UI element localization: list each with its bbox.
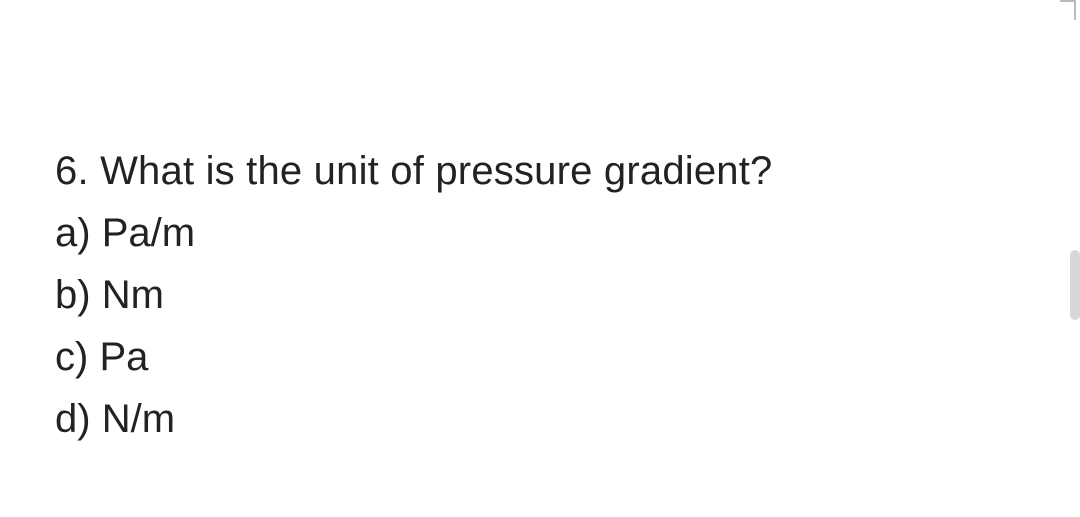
option-label: a)	[55, 211, 91, 255]
corner-mark-icon	[1060, 0, 1076, 20]
option-text: N/m	[102, 397, 175, 441]
option-text: Pa/m	[102, 211, 195, 255]
question-number: 6.	[55, 149, 89, 193]
question-line: 6. What is the unit of pressure gradient…	[55, 140, 1030, 202]
option-label: c)	[55, 335, 88, 379]
scrollbar-thumb[interactable]	[1070, 250, 1080, 320]
option-text: Pa	[99, 335, 148, 379]
question-text: What is the unit of pressure gradient?	[100, 149, 772, 193]
option-label: b)	[55, 273, 91, 317]
option-a: a) Pa/m	[55, 202, 1030, 264]
option-d: d) N/m	[55, 388, 1030, 450]
option-text: Nm	[102, 273, 164, 317]
option-label: d)	[55, 397, 91, 441]
document-page: 6. What is the unit of pressure gradient…	[0, 0, 1080, 517]
option-b: b) Nm	[55, 264, 1030, 326]
option-c: c) Pa	[55, 326, 1030, 388]
